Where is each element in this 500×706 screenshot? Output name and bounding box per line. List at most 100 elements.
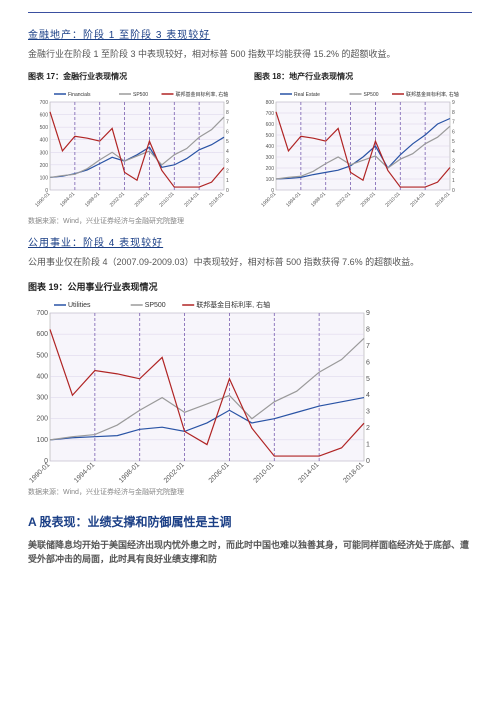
svg-text:3: 3: [366, 408, 370, 415]
svg-text:600: 600: [266, 122, 275, 128]
svg-text:2010-01: 2010-01: [158, 191, 175, 208]
chart17-title: 图表 17：金融行业表现情况: [28, 71, 246, 82]
svg-text:2010-01: 2010-01: [384, 191, 401, 208]
svg-text:1994-01: 1994-01: [73, 461, 96, 484]
svg-text:2018-01: 2018-01: [208, 191, 225, 208]
svg-text:300: 300: [266, 155, 275, 161]
svg-text:3: 3: [226, 159, 229, 165]
svg-text:5: 5: [452, 140, 455, 146]
svg-text:SP500: SP500: [145, 302, 166, 309]
svg-text:1: 1: [366, 441, 370, 448]
svg-text:联邦基金目标利率, 右轴: 联邦基金目标利率, 右轴: [176, 91, 229, 98]
svg-text:7: 7: [452, 120, 455, 126]
chart-pair-17-18: 图表 17：金融行业表现情况 0100200300400500600700012…: [28, 71, 472, 214]
section1-title: 金融地产：阶段 1 至阶段 3 表现较好: [28, 26, 472, 41]
svg-text:700: 700: [266, 111, 275, 117]
svg-text:联邦基金目标利率, 右轴: 联邦基金目标利率, 右轴: [196, 300, 270, 309]
section2-title: 公用事业：阶段 4 表现较好: [28, 234, 472, 249]
svg-text:400: 400: [40, 138, 49, 144]
svg-text:2: 2: [226, 169, 229, 175]
svg-text:Financials: Financials: [68, 92, 91, 98]
svg-text:1: 1: [452, 179, 455, 185]
svg-text:4: 4: [452, 149, 455, 155]
big-section-title: A 股表现：业绩支撑和防御属性是主调: [28, 513, 472, 530]
svg-text:4: 4: [366, 392, 370, 399]
svg-text:8: 8: [452, 110, 455, 116]
chart19-title: 图表 19：公用事业行业表现情况: [28, 280, 472, 293]
svg-text:2014-01: 2014-01: [409, 191, 426, 208]
svg-text:200: 200: [266, 166, 275, 172]
section1-para: 金融行业在阶段 1 至阶段 3 中表现较好，相对标普 500 指数平均能获得 1…: [28, 47, 472, 61]
svg-text:0: 0: [366, 458, 370, 465]
svg-text:500: 500: [36, 352, 48, 359]
chart17-svg: 010020030040050060070001234567891990-011…: [28, 84, 238, 214]
svg-text:7: 7: [226, 120, 229, 126]
svg-text:300: 300: [40, 151, 49, 157]
svg-text:300: 300: [36, 394, 48, 401]
svg-text:600: 600: [36, 331, 48, 338]
svg-text:700: 700: [36, 310, 48, 317]
svg-text:400: 400: [36, 373, 48, 380]
svg-text:100: 100: [40, 176, 49, 182]
svg-text:1990-01: 1990-01: [260, 191, 277, 208]
svg-text:500: 500: [40, 126, 49, 132]
svg-text:3: 3: [452, 159, 455, 165]
svg-text:2014-01: 2014-01: [297, 461, 320, 484]
svg-text:100: 100: [266, 177, 275, 183]
svg-text:1998-01: 1998-01: [310, 191, 327, 208]
svg-text:2006-01: 2006-01: [208, 461, 231, 484]
svg-text:400: 400: [266, 144, 275, 150]
big-section-para: 美联储降息均开始于美国经济出现内忧外患之时，而此时中国也难以独善其身，可能同样面…: [28, 538, 472, 567]
svg-text:联邦基金目标利率, 右轴: 联邦基金目标利率, 右轴: [406, 91, 459, 98]
svg-text:1998-01: 1998-01: [84, 191, 101, 208]
svg-text:2018-01: 2018-01: [434, 191, 451, 208]
svg-text:9: 9: [452, 100, 455, 106]
svg-text:6: 6: [226, 130, 229, 136]
svg-text:8: 8: [226, 110, 229, 116]
svg-text:800: 800: [266, 100, 275, 106]
svg-text:SP500: SP500: [133, 92, 148, 98]
svg-text:1994-01: 1994-01: [59, 191, 76, 208]
svg-text:2002-01: 2002-01: [109, 191, 126, 208]
section2-para: 公用事业仅在阶段 4（2007.09-2009.03）中表现较好，相对标普 50…: [28, 255, 472, 269]
svg-text:2: 2: [452, 169, 455, 175]
svg-text:1998-01: 1998-01: [118, 461, 141, 484]
svg-text:Real Estate: Real Estate: [294, 92, 320, 98]
svg-text:Utilities: Utilities: [68, 302, 91, 309]
svg-text:200: 200: [36, 415, 48, 422]
svg-text:2018-01: 2018-01: [342, 461, 365, 484]
svg-text:1994-01: 1994-01: [285, 191, 302, 208]
svg-text:SP500: SP500: [364, 92, 379, 98]
svg-text:600: 600: [40, 113, 49, 119]
svg-text:2006-01: 2006-01: [134, 191, 151, 208]
svg-text:8: 8: [366, 326, 370, 333]
svg-text:7: 7: [366, 343, 370, 350]
svg-text:1990-01: 1990-01: [28, 461, 51, 484]
svg-text:0: 0: [452, 188, 455, 194]
svg-text:700: 700: [40, 100, 49, 106]
source1: 数据来源：Wind，兴业证券经济与金融研究院整理: [28, 216, 472, 226]
svg-text:2014-01: 2014-01: [183, 191, 200, 208]
svg-text:9: 9: [366, 310, 370, 317]
svg-text:200: 200: [40, 163, 49, 169]
svg-text:2010-01: 2010-01: [253, 461, 276, 484]
svg-text:6: 6: [452, 130, 455, 136]
svg-text:2006-01: 2006-01: [360, 191, 377, 208]
chart18-title: 图表 18：地产行业表现情况: [254, 71, 472, 82]
source2: 数据来源：Wind，兴业证券经济与金融研究院整理: [28, 487, 472, 497]
svg-text:5: 5: [366, 376, 370, 383]
svg-text:100: 100: [36, 437, 48, 444]
svg-text:2: 2: [366, 425, 370, 432]
svg-text:2002-01: 2002-01: [163, 461, 186, 484]
svg-text:5: 5: [226, 140, 229, 146]
chart19-svg: 010020030040050060070001234567891990-011…: [28, 295, 378, 485]
svg-text:1990-01: 1990-01: [34, 191, 51, 208]
svg-text:9: 9: [226, 100, 229, 106]
svg-text:2002-01: 2002-01: [335, 191, 352, 208]
svg-text:6: 6: [366, 359, 370, 366]
svg-text:4: 4: [226, 149, 229, 155]
chart18-svg: 010020030040050060070080001234567891990-…: [254, 84, 464, 214]
svg-text:0: 0: [226, 188, 229, 194]
svg-text:500: 500: [266, 133, 275, 139]
svg-text:1: 1: [226, 179, 229, 185]
